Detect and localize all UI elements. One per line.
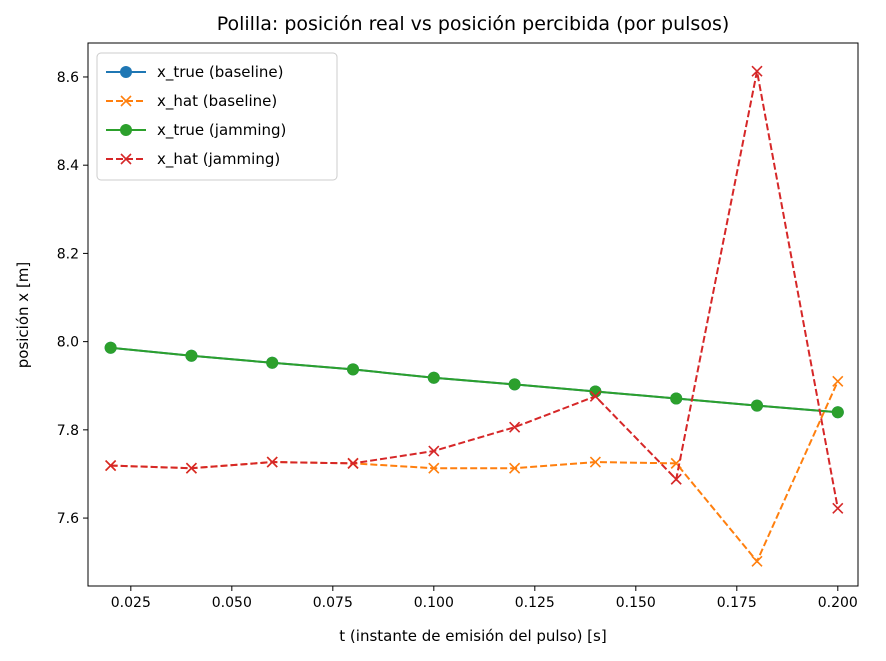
legend-box — [96, 52, 338, 181]
data-point — [266, 356, 279, 369]
x-tick-label: 0.200 — [818, 595, 858, 611]
chart-title: Polilla: posición real vs posición perci… — [217, 13, 730, 35]
data-point — [427, 371, 440, 384]
x-tick-label: 0.050 — [212, 595, 252, 611]
data-point — [104, 341, 117, 354]
legend-marker — [120, 153, 132, 165]
data-point — [670, 473, 682, 485]
series-line — [110, 380, 839, 564]
data-point — [670, 392, 683, 405]
data-point — [831, 406, 844, 419]
y-tick-label: 8.4 — [57, 158, 79, 174]
x-tick-label: 0.150 — [616, 595, 656, 611]
data-point — [105, 460, 117, 472]
data-point — [428, 445, 440, 457]
legend-marker — [120, 95, 132, 107]
x-tick-label: 0.175 — [717, 595, 757, 611]
data-point — [185, 462, 197, 474]
data-point — [751, 65, 763, 77]
y-tick-label: 8.0 — [57, 335, 79, 351]
x-tick-label: 0.125 — [515, 595, 555, 611]
legend-label: x_hat (baseline) — [157, 92, 277, 111]
data-point — [751, 399, 764, 412]
data-point — [508, 378, 521, 391]
series-2 — [104, 341, 844, 419]
x-tick-label: 0.100 — [414, 595, 454, 611]
data-point — [589, 385, 602, 398]
y-axis-label: posición x [m] — [14, 262, 32, 369]
legend-label: x_hat (jamming) — [157, 150, 280, 169]
legend-label: x_true (jamming) — [157, 121, 286, 140]
legend: x_true (baseline) x_hat (baseline) x_true … — [96, 52, 338, 181]
x-tick-label: 0.025 — [111, 595, 151, 611]
series-1 — [105, 375, 844, 567]
data-point — [832, 502, 844, 514]
legend-marker — [120, 124, 132, 136]
legend-label: x_true (baseline) — [157, 63, 283, 82]
data-point — [589, 456, 601, 468]
legend-marker — [120, 66, 132, 78]
y-tick-label: 8.6 — [57, 70, 79, 86]
data-point — [509, 462, 521, 474]
data-point — [589, 390, 601, 402]
data-point — [832, 375, 844, 387]
data-point — [428, 462, 440, 474]
x-tick-label: 0.075 — [313, 595, 353, 611]
series-3 — [105, 65, 844, 514]
data-point — [751, 555, 763, 567]
y-tick-label: 8.2 — [57, 246, 79, 262]
y-tick-label: 7.6 — [57, 511, 79, 527]
series-0 — [104, 341, 844, 419]
x-axis-label: t (instante de emisión del pulso) [s] — [339, 627, 606, 645]
data-point — [509, 421, 521, 433]
data-point — [347, 457, 359, 469]
y-tick-label: 7.8 — [57, 423, 79, 439]
series-line — [110, 71, 839, 509]
series-line — [110, 346, 838, 414]
data-point — [185, 349, 198, 362]
data-point — [266, 456, 278, 468]
plot-frame — [87, 42, 859, 587]
data-point — [347, 363, 360, 376]
